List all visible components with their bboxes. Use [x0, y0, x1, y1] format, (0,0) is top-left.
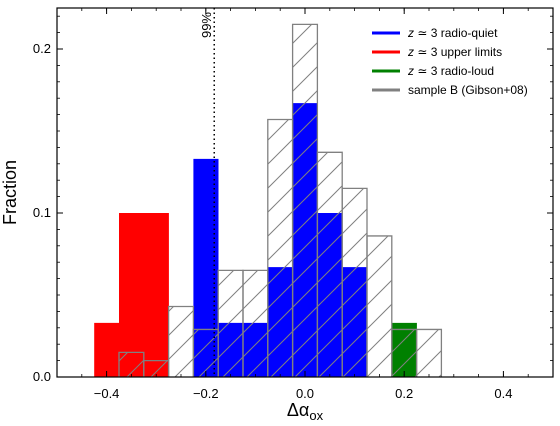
legend: z ≃ 3 radio-quiet z ≃ 3 upper limits z ≃ 3…: [372, 26, 528, 97]
x-tick-label: −0.4: [94, 386, 120, 401]
x-tick-label: −0.2: [193, 386, 219, 401]
x-axis-title: Δαox: [287, 400, 324, 423]
bar-hatch-sample-b-gibson-08: [317, 152, 343, 377]
bar-hatch-sample-b-gibson-08: [342, 188, 367, 377]
y-tick-label: 0.2: [33, 41, 51, 56]
bar-z-3-upper-limits: [94, 322, 120, 377]
bar-hatch-sample-b-gibson-08: [267, 119, 293, 378]
bar-hatch-sample-b-gibson-08: [391, 329, 417, 377]
bar-hatch-sample-b-gibson-08: [416, 329, 442, 377]
legend-label: z ≃ 3 radio-quiet: [407, 26, 498, 40]
bar-z-3-upper-limits: [143, 213, 169, 377]
y-tick-label: 0.0: [33, 369, 51, 384]
x-tick-label: 0.0: [296, 386, 314, 401]
x-tick-label: 0.2: [395, 386, 413, 401]
bar-hatch-sample-b-gibson-08: [292, 24, 318, 378]
legend-label: z ≃ 3 upper limits: [407, 45, 502, 59]
legend-label: z ≃ 3 radio-loud: [407, 64, 494, 78]
annotations: 99%: [199, 8, 215, 377]
y-axis-title: Fraction: [0, 160, 20, 225]
axes: −0.4 −0.2 0.0 0.2 0.4 0.0 0.1 0.2 Δαox Fraction: [0, 7, 554, 423]
bar-z-3-upper-limits: [119, 213, 145, 377]
bar-hatch-sample-b-gibson-08: [218, 270, 243, 377]
legend-label: sample B (Gibson+08): [408, 83, 528, 97]
bar-hatch-sample-b-gibson-08: [367, 235, 392, 377]
y-tick-label: 0.1: [33, 205, 51, 220]
x-tick-label: 0.4: [494, 386, 512, 401]
plot-area: [94, 23, 443, 378]
bar-hatch-sample-b-gibson-08: [119, 352, 144, 377]
bar-outline-sample-b-gibson-08: [415, 328, 443, 377]
bar-outline-sample-b-gibson-08: [366, 235, 393, 377]
bar-hatch-sample-b-gibson-08: [143, 360, 169, 377]
bar-hatch-sample-b-gibson-08: [168, 306, 194, 377]
threshold-label: 99%: [199, 12, 214, 38]
bar-hatch-sample-b-gibson-08: [243, 270, 268, 377]
